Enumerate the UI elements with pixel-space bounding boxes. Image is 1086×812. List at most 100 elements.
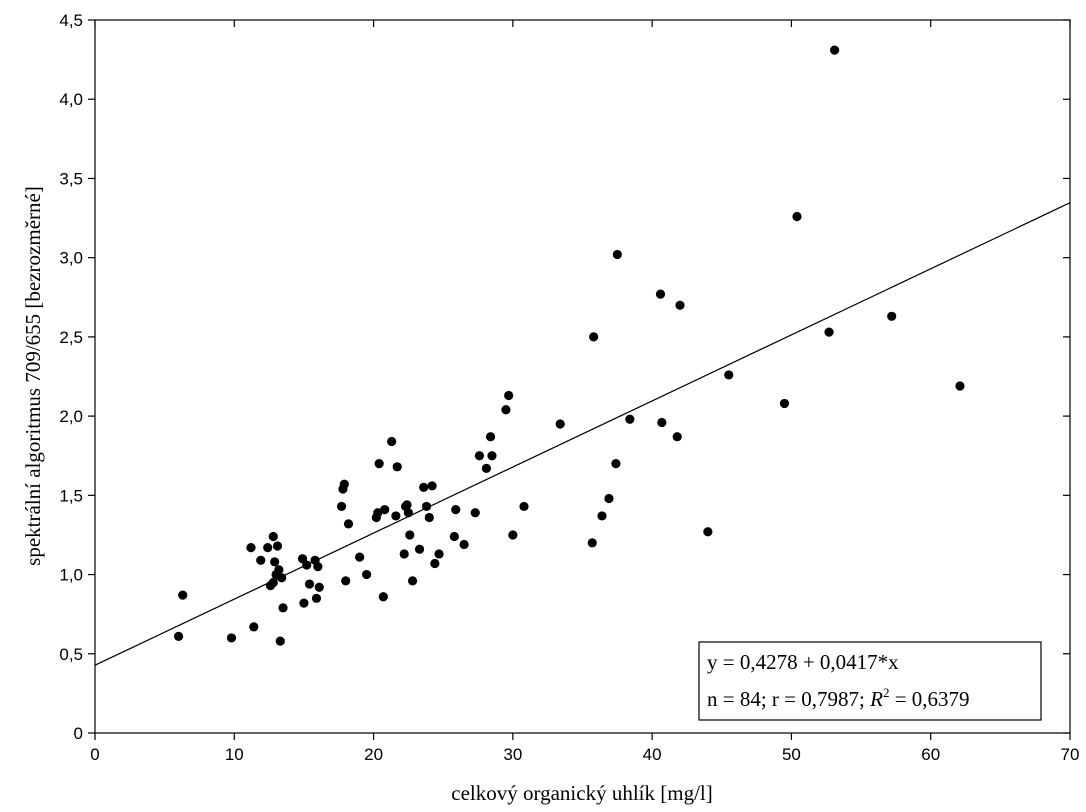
- data-point: [487, 451, 497, 461]
- x-tick-label: 50: [782, 745, 801, 764]
- data-point: [824, 327, 834, 337]
- data-point: [470, 508, 480, 518]
- data-point: [724, 370, 734, 380]
- data-point: [419, 482, 429, 493]
- data-point: [405, 530, 415, 540]
- x-tick-label: 10: [225, 745, 244, 764]
- y-tick-label: 2,0: [59, 407, 83, 426]
- y-axis-ticks: 0 0,5 1,0 1,5 2,0 2,5 3,0 3,5 4,0 4,5: [59, 11, 1070, 743]
- x-tick-label: 0: [90, 745, 99, 764]
- data-point: [268, 577, 278, 588]
- y-tick-label: 0: [74, 724, 83, 743]
- stats-prefix: n = 84; r = 0,7987;: [707, 687, 870, 711]
- data-point: [392, 462, 402, 472]
- y-tick-label: 4,0: [59, 90, 83, 109]
- data-point: [611, 459, 621, 469]
- x-tick-label: 40: [643, 745, 662, 764]
- data-point: [343, 519, 354, 529]
- data-point: [246, 543, 256, 553]
- data-point: [604, 493, 614, 504]
- y-tick-label: 4,5: [59, 11, 83, 30]
- data-point: [272, 541, 283, 551]
- data-point: [339, 479, 349, 489]
- data-point: [672, 432, 682, 442]
- data-point: [341, 576, 351, 586]
- stats-box: y = 0,4278 + 0,0417*x n = 84; r = 0,7987…: [698, 641, 1042, 721]
- x-tick-label: 30: [503, 745, 522, 764]
- x-axis-title: celkový organický uhlík [mg/l]: [451, 781, 712, 805]
- data-point: [424, 512, 434, 523]
- x-tick-label: 60: [921, 745, 940, 764]
- data-point: [249, 622, 259, 632]
- data-point: [504, 390, 514, 401]
- data-point: [434, 549, 444, 559]
- data-point: [587, 538, 597, 548]
- data-point: [226, 633, 237, 643]
- data-point: [314, 582, 324, 592]
- regression-line: [94, 202, 1071, 666]
- data-point: [387, 436, 397, 447]
- data-point: [336, 501, 347, 512]
- data-point: [501, 405, 511, 415]
- data-point: [481, 463, 491, 473]
- data-point: [703, 527, 713, 537]
- data-point: [519, 501, 529, 512]
- data-point: [311, 593, 322, 603]
- data-point: [313, 562, 323, 572]
- data-point: [955, 381, 965, 391]
- y-tick-label: 0,5: [59, 645, 83, 664]
- x-tick-label: 20: [364, 745, 383, 764]
- data-point: [449, 531, 459, 542]
- data-point: [399, 549, 409, 559]
- data-point: [792, 211, 802, 222]
- stats-box-frame: [698, 641, 1042, 721]
- data-point: [274, 565, 284, 575]
- data-point: [304, 579, 315, 589]
- data-point: [299, 598, 309, 608]
- r2-value: = 0,6379: [889, 687, 969, 711]
- data-point: [675, 300, 685, 310]
- data-point: [402, 500, 412, 510]
- data-point: [173, 631, 184, 641]
- data-point: [362, 569, 372, 580]
- x-axis-ticks: 0 10 20 30 40 50 60 70: [90, 20, 1079, 764]
- stats-equation: y = 0,4278 + 0,0417*x: [707, 650, 899, 674]
- data-point: [508, 530, 518, 540]
- x-tick-label: 70: [1061, 745, 1080, 764]
- plot-frame: [94, 19, 1071, 734]
- data-point: [378, 592, 388, 602]
- data-point: [459, 539, 469, 550]
- data-point: [374, 459, 384, 469]
- data-point: [451, 504, 461, 515]
- data-point: [277, 573, 287, 583]
- data-point: [256, 555, 266, 565]
- data-point: [657, 417, 667, 428]
- data-point: [597, 511, 607, 521]
- data-point: [779, 398, 790, 409]
- y-tick-label: 3,0: [59, 249, 83, 268]
- regression-line-group: [94, 202, 1071, 666]
- y-tick-label: 1,0: [59, 566, 83, 585]
- data-point: [485, 432, 496, 442]
- r2-symbol: R: [869, 687, 883, 711]
- data-point: [407, 576, 418, 586]
- data-point: [275, 636, 285, 646]
- data-point: [391, 511, 401, 521]
- data-point: [268, 531, 278, 542]
- data-point: [270, 557, 280, 567]
- stats-values: n = 84; r = 0,7987; R2 = 0,6379: [707, 685, 970, 711]
- data-point: [427, 481, 437, 491]
- data-point: [555, 419, 565, 429]
- data-point: [403, 508, 413, 518]
- data-point: [373, 508, 383, 518]
- data-point: [355, 552, 365, 562]
- y-tick-label: 3,5: [59, 169, 83, 188]
- y-tick-label: 1,5: [59, 486, 83, 505]
- data-point: [302, 560, 312, 570]
- r2-exponent: 2: [883, 685, 890, 700]
- data-point: [474, 451, 485, 461]
- data-point: [612, 249, 622, 260]
- data-point: [830, 45, 840, 55]
- data-point: [421, 501, 432, 512]
